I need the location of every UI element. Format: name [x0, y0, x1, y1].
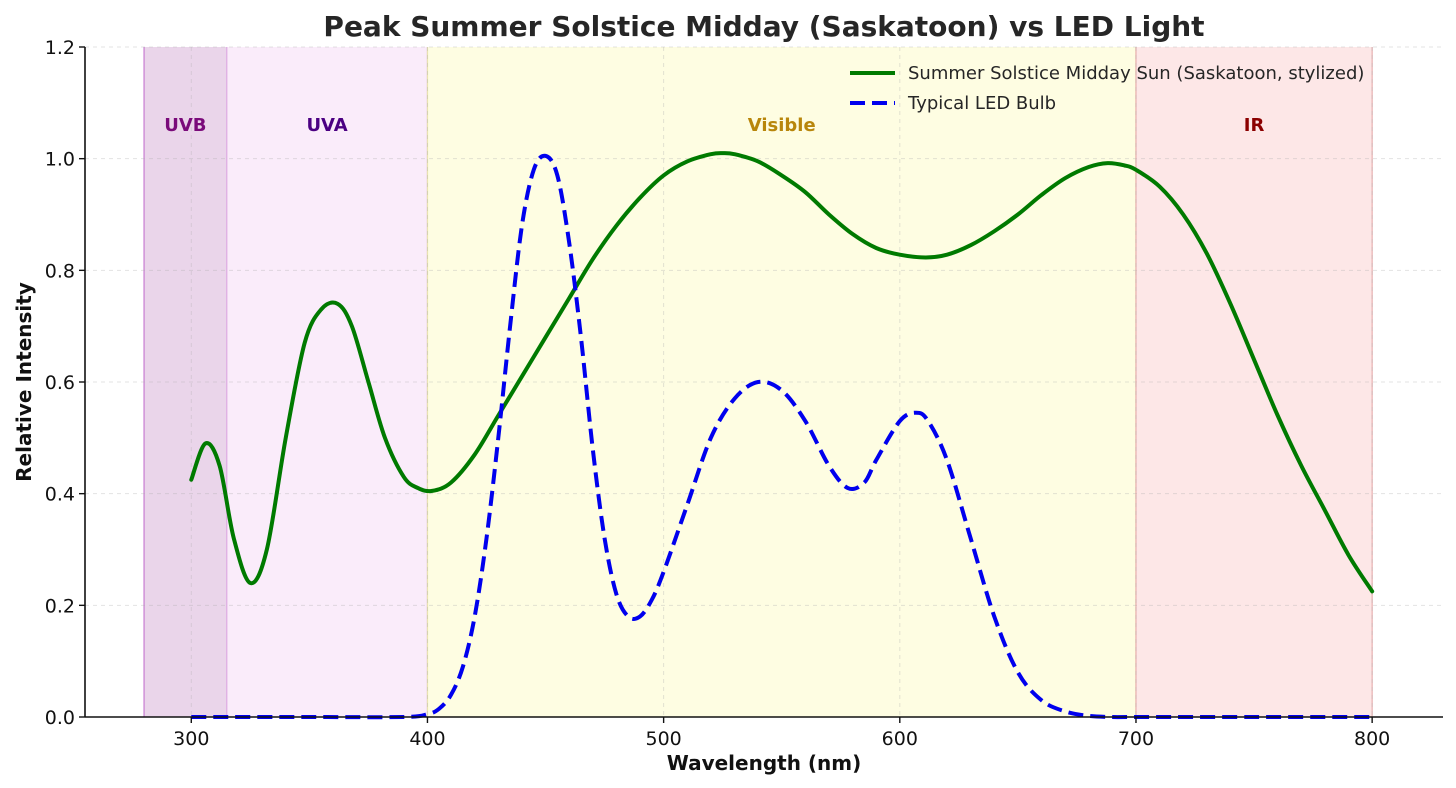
y-tick-label: 0.8 [45, 260, 75, 282]
series-line-1 [189, 151, 1375, 594]
y-tick-label: 0.6 [45, 372, 75, 394]
y-tick-label: 0.0 [45, 707, 75, 729]
region-visible [427, 47, 1136, 717]
y-tick-label: 0.4 [45, 484, 75, 506]
series-line-2 [191, 153, 1373, 720]
y-tick-label: 1.0 [45, 149, 75, 171]
x-axis-title: Wavelength (nm) [667, 751, 862, 775]
region-uvb [144, 47, 227, 717]
legend-label-1: Summer Solstice Midday Sun (Saskatoon, s… [908, 63, 1364, 84]
x-tick-label: 500 [645, 728, 681, 750]
x-tick-label: 800 [1354, 728, 1390, 750]
region-label-ir: IR [1244, 115, 1265, 136]
x-tick-label: 600 [882, 728, 918, 750]
region-label-uvb: UVB [164, 115, 206, 136]
x-tick-label: 700 [1118, 728, 1154, 750]
region-uva [226, 47, 428, 717]
y-tick-label: 1.2 [45, 37, 75, 59]
spectral-regions [143, 47, 1373, 717]
region-label-visible: Visible [748, 115, 816, 136]
x-tick-label: 400 [409, 728, 445, 750]
legend-label-2: Typical LED Bulb [907, 93, 1056, 114]
axes [79, 46, 1443, 723]
tick-labels: 300 400 500 600 700 800 0.0 0.2 0.4 0.6 0.8 1.0 1.2 [45, 37, 1390, 750]
y-tick-label: 0.2 [45, 595, 75, 617]
x-tick-label: 300 [173, 728, 209, 750]
legend: Summer Solstice Midday Sun (Saskatoon, s… [850, 63, 1364, 114]
region-label-uva: UVA [306, 115, 347, 136]
y-axis-title: Relative Intensity [12, 282, 36, 482]
series-lines [189, 151, 1375, 720]
region-labels: UVB UVA Visible IR [164, 115, 1264, 136]
region-ir [1135, 47, 1373, 717]
chart-title: Peak Summer Solstice Midday (Saskatoon) … [323, 10, 1204, 43]
